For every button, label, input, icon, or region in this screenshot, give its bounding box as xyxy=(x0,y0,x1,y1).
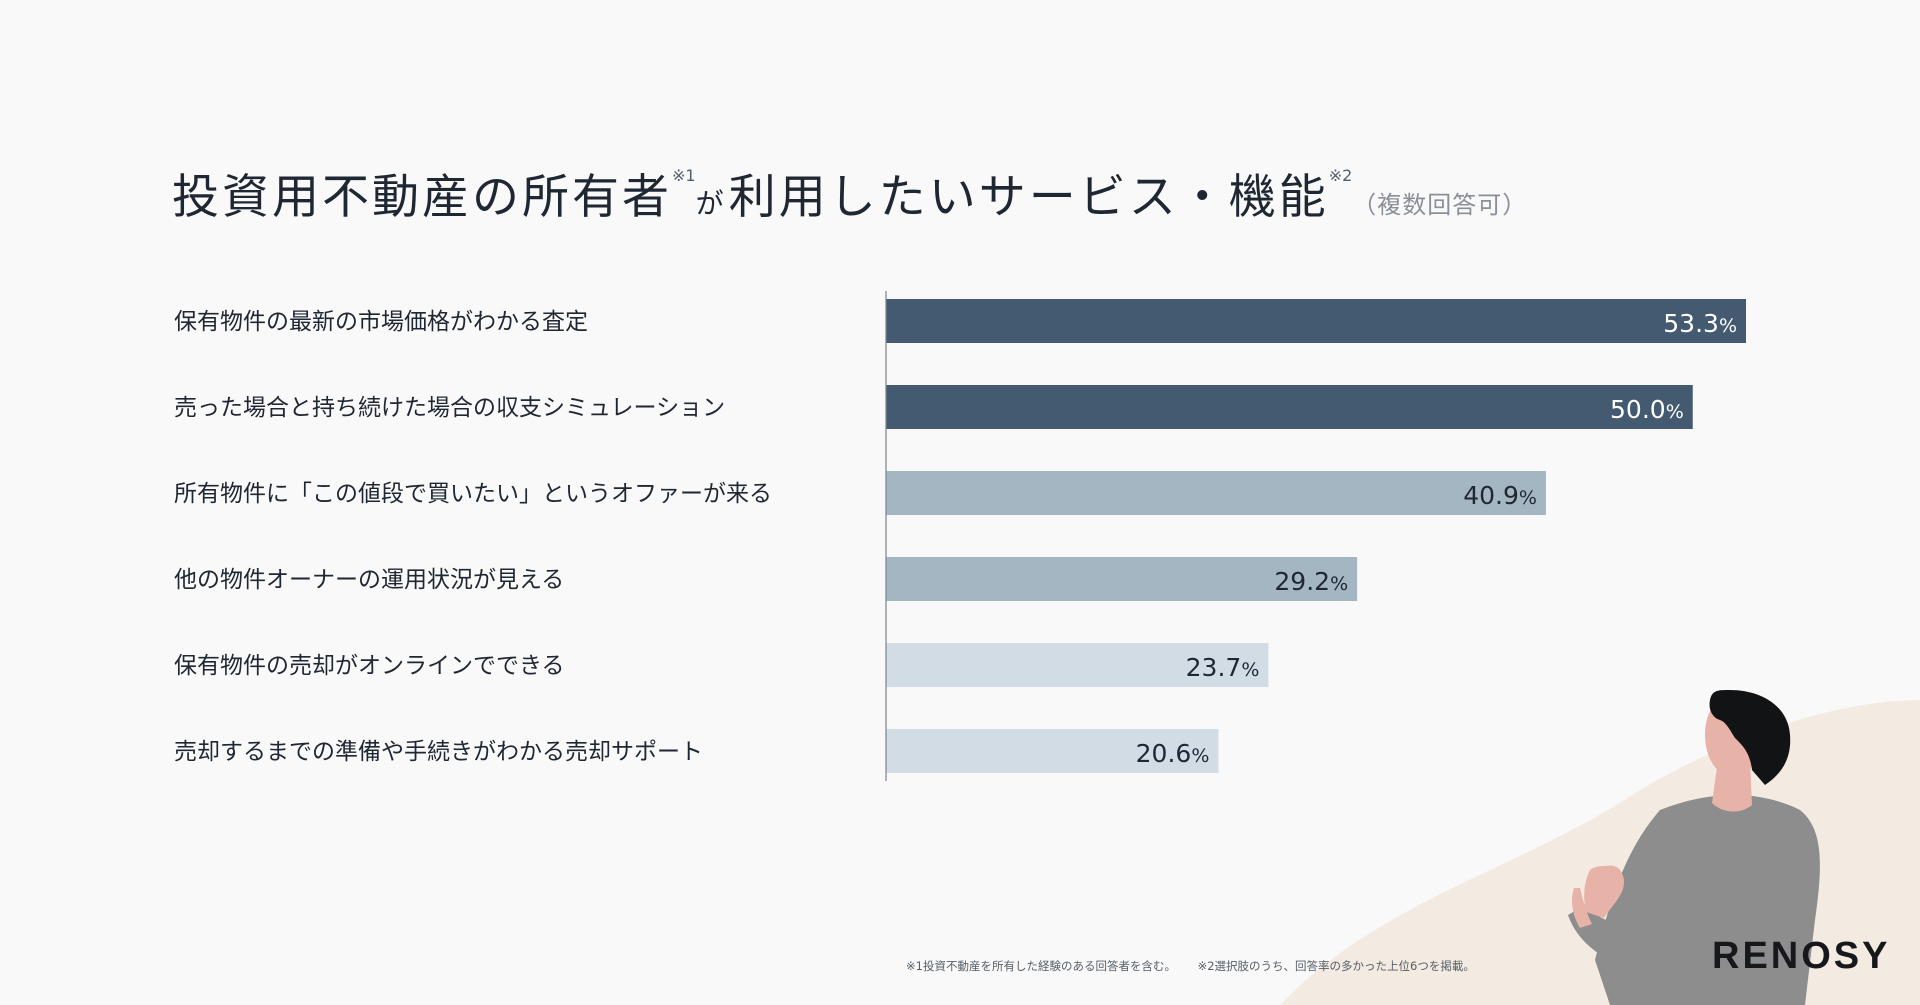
title-part-2: が xyxy=(695,187,724,220)
footnote-2: ※2選択肢のうち、回答率の多かった上位6つを掲載。 xyxy=(1197,959,1475,973)
bar xyxy=(886,643,1269,687)
bar xyxy=(886,729,1219,773)
category-label: 売った場合と持ち続けた場合の収支シミュレーション xyxy=(174,395,725,421)
bar xyxy=(886,557,1358,601)
value-label: 20.6% xyxy=(1136,739,1210,768)
category-label: 売却するまでの準備や手続きがわかる売却サポート xyxy=(174,739,703,765)
category-label: 保有物件の最新の市場価格がわかる査定 xyxy=(174,309,588,335)
category-label: 保有物件の売却がオンラインでできる xyxy=(174,653,565,679)
value-label: 29.2% xyxy=(1274,567,1348,596)
bar xyxy=(886,385,1693,429)
chart-title: 投資用不動産の所有者※1 が 利用したいサービス・機能※2 （複数回答可） xyxy=(172,158,1527,227)
title-part-1: 投資用不動産の所有者 xyxy=(172,170,672,225)
value-label: 53.3% xyxy=(1663,309,1737,338)
value-label: 50.0% xyxy=(1610,395,1684,424)
category-label: 他の物件オーナーの運用状況が見える xyxy=(174,567,564,593)
title-part-3: 利用したいサービス・機能 xyxy=(728,170,1329,225)
title-note: （複数回答可） xyxy=(1352,191,1528,219)
bar xyxy=(886,299,1746,343)
title-footnote-mark-2: ※2 xyxy=(1328,166,1353,185)
bar xyxy=(886,471,1546,515)
value-label: 40.9% xyxy=(1463,481,1537,510)
category-label: 所有物件に「この値段で買いたい」というオファーが来る xyxy=(174,481,772,507)
renosy-logo: RENOSY xyxy=(1712,935,1891,977)
title-footnote-mark-1: ※1 xyxy=(672,166,696,185)
footnote-1: ※1投資不動産を所有した経験のある回答者を含む。 xyxy=(906,959,1176,973)
footnotes: ※1投資不動産を所有した経験のある回答者を含む。 ※2選択肢のうち、回答率の多か… xyxy=(906,958,1493,974)
value-label: 23.7% xyxy=(1186,653,1260,682)
